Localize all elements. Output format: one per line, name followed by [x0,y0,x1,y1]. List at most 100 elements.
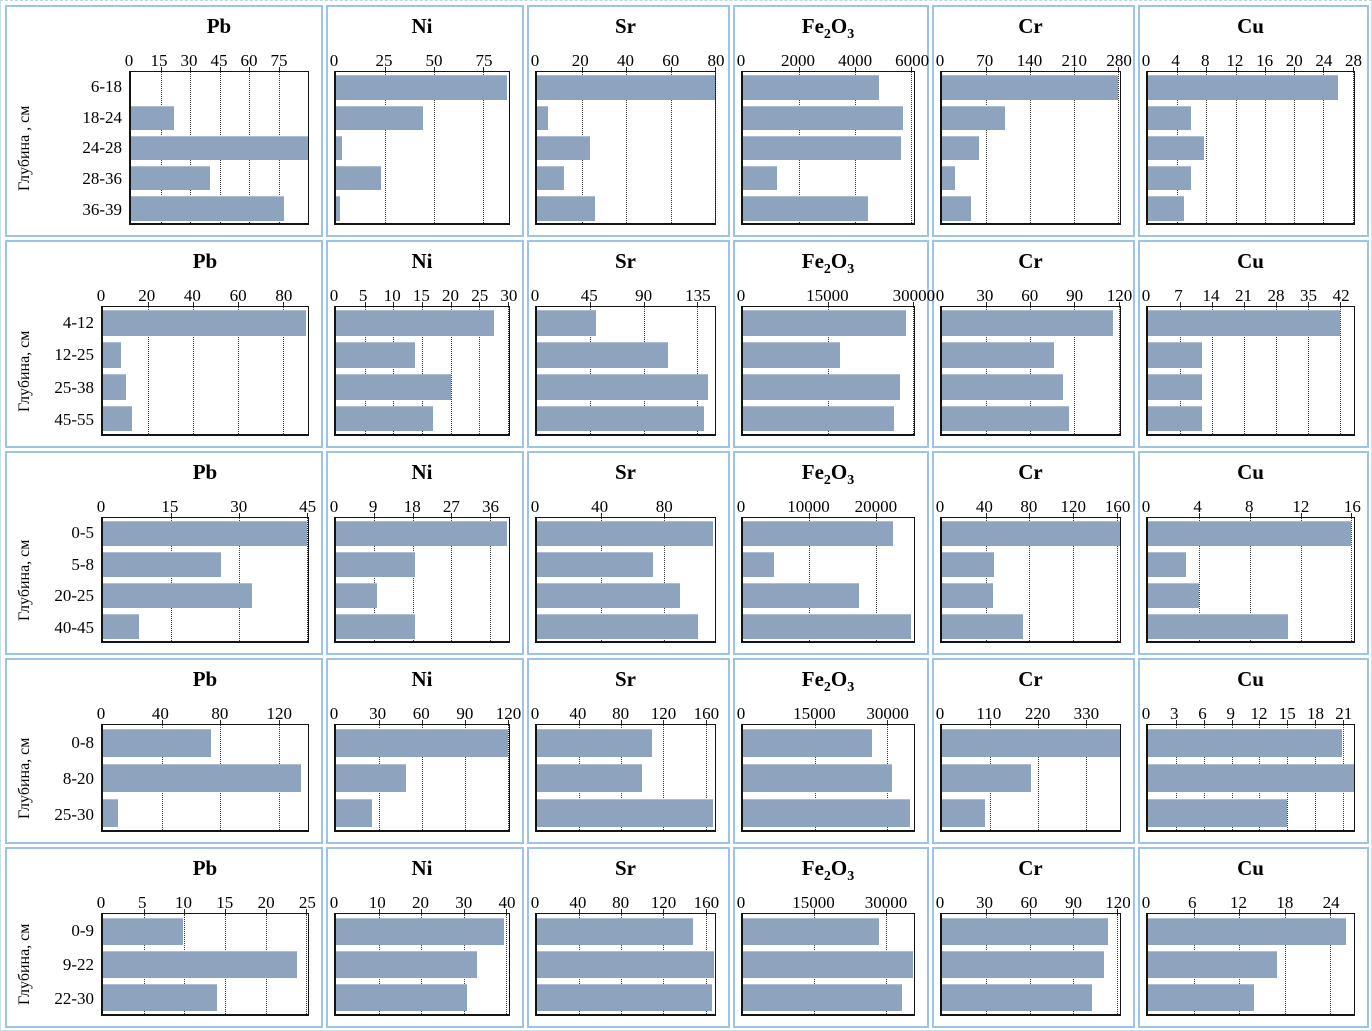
gridline [434,72,436,223]
bar-band [131,72,308,102]
gridline [643,307,645,434]
axis-tick-mark [1264,67,1266,71]
bar-band [537,725,715,760]
bar-depth-40-45 [1148,613,1288,639]
panel-fe2o3-row2: Fe2O3 0 15000 30000 [733,240,935,448]
axis-tick-label: 50 [425,51,443,70]
axis-tick-mark [306,513,308,517]
bar-band [131,193,308,223]
bar-band [942,947,1120,980]
bar-depth-25-30 [743,798,911,828]
depth-label: 4-12 [62,312,94,332]
axis-tick-mark [1330,909,1332,913]
axis-tick-mark [621,720,623,724]
x-axis: 0 10 20 30 40 [330,887,516,913]
panel-sr-row4: Sr 0 40 80 120 160 [527,658,730,844]
axis-tick-label: 30 [976,286,994,305]
x-axis: 0 5 10 15 20 25 [97,887,316,913]
axis-tick-label: 30 [369,704,387,723]
axis-tick-mark [1212,302,1214,306]
x-axis: 0 3 6 9 12 15 18 21 [1142,698,1355,724]
bar-band [1148,193,1354,223]
plot-area [101,302,309,436]
bar-band [131,163,308,193]
axis-tick-label: 80 [275,286,293,305]
y-axis-label: Глубина, см [16,923,33,1006]
gridline [412,518,414,641]
axis-tick-mark [815,720,817,724]
axis-tick-label: 0 [1141,497,1151,516]
panel-cr-row1: Cr 0 70 140 210 280 [932,5,1135,237]
bar-depth-22-30 [1148,984,1255,1012]
bar-band [743,610,914,641]
x-axis: 0 15 30 45 [97,491,316,517]
axis-tick-label: 14 [1202,286,1220,305]
axis-tick-label: 80 [612,893,630,912]
bar-depth-0-8 [336,728,508,758]
plot-area [1146,302,1355,436]
chart-title: Pb [192,249,218,273]
axis-tick-mark [220,720,222,724]
gridline [238,307,240,434]
bar-depth-5-8 [103,552,221,578]
bar-band [537,163,715,193]
axis-tick-label: 4 [1171,51,1180,70]
x-axis: 0 4 8 12 16 [1142,491,1361,517]
bar-band [942,914,1120,947]
chart-title: Cu [1237,667,1264,691]
axis-tick-label: 35 [1300,286,1318,305]
bar-depth-12-25 [336,342,416,368]
gridline [1235,72,1237,223]
bar-band [1148,725,1354,760]
bar-band [743,760,914,795]
x-axis: 0 15 30 45 60 75 [125,45,309,71]
axis-tick-label: 30 [500,286,518,305]
plot-area [334,302,510,436]
axis-tick-mark [378,720,380,724]
axis-tick-label: 0 [1141,286,1151,305]
bar-depth-20-25 [537,582,681,608]
chart-title: Cr [1018,249,1043,273]
panel-ni-row4: Ni 0 30 60 90 120 [326,658,524,844]
panel-cu-row1: Cu 0 4 8 12 16 20 24 28 [1138,5,1369,237]
depth-labels: 4-12 12-25 25-38 45-55 [37,306,101,436]
axis-tick-label: 25 [375,51,393,70]
axis-tick-mark [670,67,672,71]
chart-title: Fe2O3 [801,856,855,885]
x-axis: 0 15000 30000 [737,280,935,306]
panel-pb-row4: Pb 0 40 80 120 Глубина, см 0-8 8-20 25-30 [5,658,323,844]
panel-fe2o3-row5: Fe2O3 0 15000 30000 [733,847,929,1028]
bar-band [103,307,308,339]
chart-title: Cr [1018,14,1043,38]
bar-depth-36-39 [942,196,971,221]
axis-tick-label: 6000 [895,51,930,70]
panel-sr-row2: Sr 0 45 90 135 [527,240,730,448]
chart-title: Cr [1018,667,1043,691]
gridline [193,307,195,434]
axis-tick-label: 0 [935,893,945,912]
axis-tick-label: 15 [216,893,234,912]
axis-tick-label: 0 [96,497,106,516]
bar-band [336,947,509,980]
bar-band [1148,307,1354,339]
axis-tick-label: 8 [1244,497,1254,516]
bar-band [537,610,715,641]
axis-tick-mark [374,513,376,517]
axis-tick-label: 25 [298,893,316,912]
bar-band [743,132,914,162]
chart-title: Cu [1237,856,1264,880]
axis-tick-label: 4000 [838,51,873,70]
axis-tick-label: 12 [1292,497,1310,516]
axis-tick-mark [193,302,195,306]
axis-tick-label: 18 [403,497,421,516]
axis-tick-mark [249,67,250,71]
panel-fe2o3-row3: Fe2O3 0 10000 20000 [733,451,929,655]
bar-band [537,339,715,371]
bar-depth-18-24 [1148,105,1192,131]
chart-title: Ni [411,460,433,484]
plot-area [741,720,915,832]
axis-tick-mark [463,909,465,913]
bar-depth-20-25 [942,582,994,608]
bar-band [336,371,509,403]
panel-pb-row5: Pb 0 5 10 15 20 25 Глубина, см 0-9 9-22 22-30 [5,847,323,1028]
